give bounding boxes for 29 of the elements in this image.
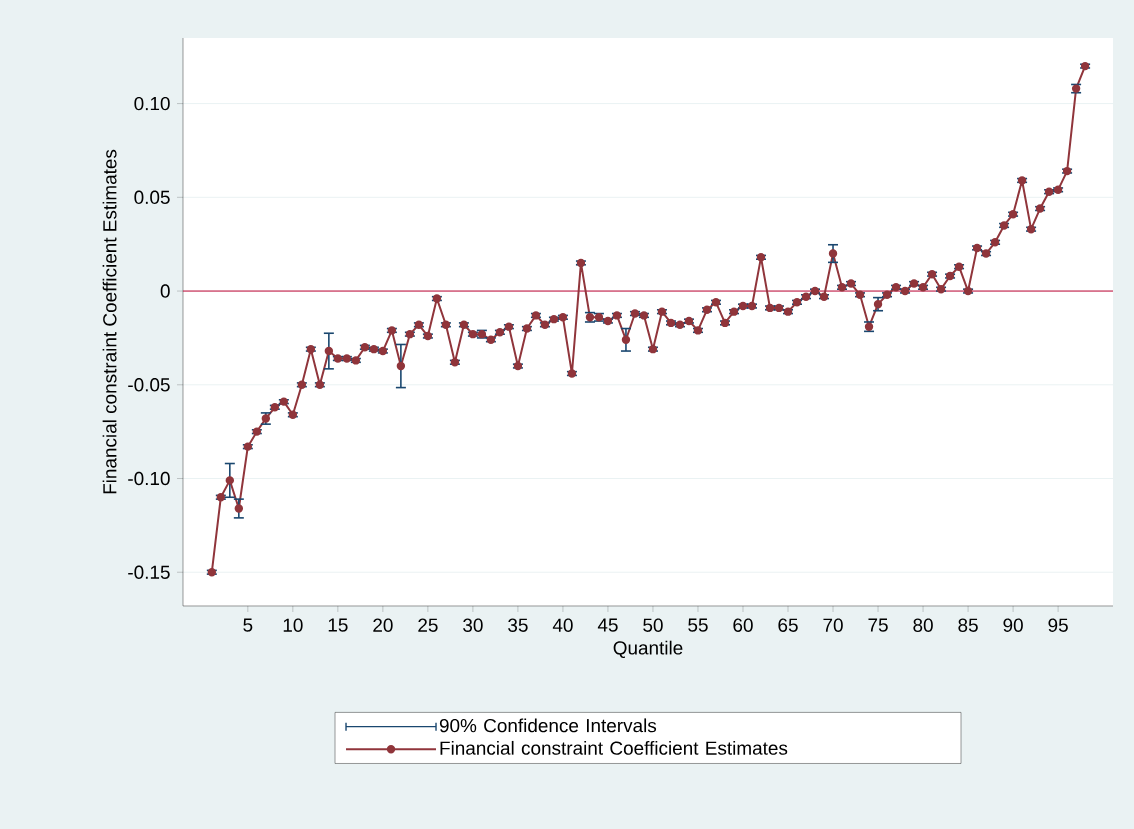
legend-label: Financial constraint Coefficient Estimates xyxy=(440,740,788,755)
y-tick-label: 0.05 xyxy=(134,190,170,205)
y-tick-label: -0.10 xyxy=(128,471,170,486)
x-tick-label: 45 xyxy=(597,618,618,632)
y-axis-title: Financial constraint Coefficient Estimates xyxy=(102,149,117,494)
x-tick-label: 5 xyxy=(243,618,253,632)
x-tick-label: 60 xyxy=(733,618,753,632)
x-tick-label: 35 xyxy=(508,618,528,632)
y-tick-label: -0.15 xyxy=(128,565,170,579)
x-tick-label: 80 xyxy=(913,618,933,632)
x-tick-label: 75 xyxy=(868,618,888,632)
x-tick-label: 50 xyxy=(643,618,663,632)
y-tick-label: -0.05 xyxy=(128,378,170,392)
x-tick-label: 40 xyxy=(552,618,573,632)
x-tick-label: 95 xyxy=(1048,618,1068,632)
x-tick-label: 30 xyxy=(463,618,483,632)
x-tick-label: 90 xyxy=(1003,618,1023,632)
x-tick-label: 15 xyxy=(328,618,348,632)
x-tick-label: 70 xyxy=(823,618,843,632)
x-tick-label: 10 xyxy=(283,618,303,632)
x-tick-label: 85 xyxy=(958,618,978,632)
x-axis-title: Quantile xyxy=(613,640,683,659)
x-tick-label: 65 xyxy=(778,618,798,632)
y-tick-label: 0 xyxy=(160,284,170,298)
x-tick-label: 55 xyxy=(688,618,708,632)
y-tick-label: 0.10 xyxy=(134,96,170,111)
text: 90% Confidence Intervals xyxy=(439,718,657,733)
x-tick-label: 20 xyxy=(373,618,393,632)
x-tick-label: 25 xyxy=(418,618,438,632)
